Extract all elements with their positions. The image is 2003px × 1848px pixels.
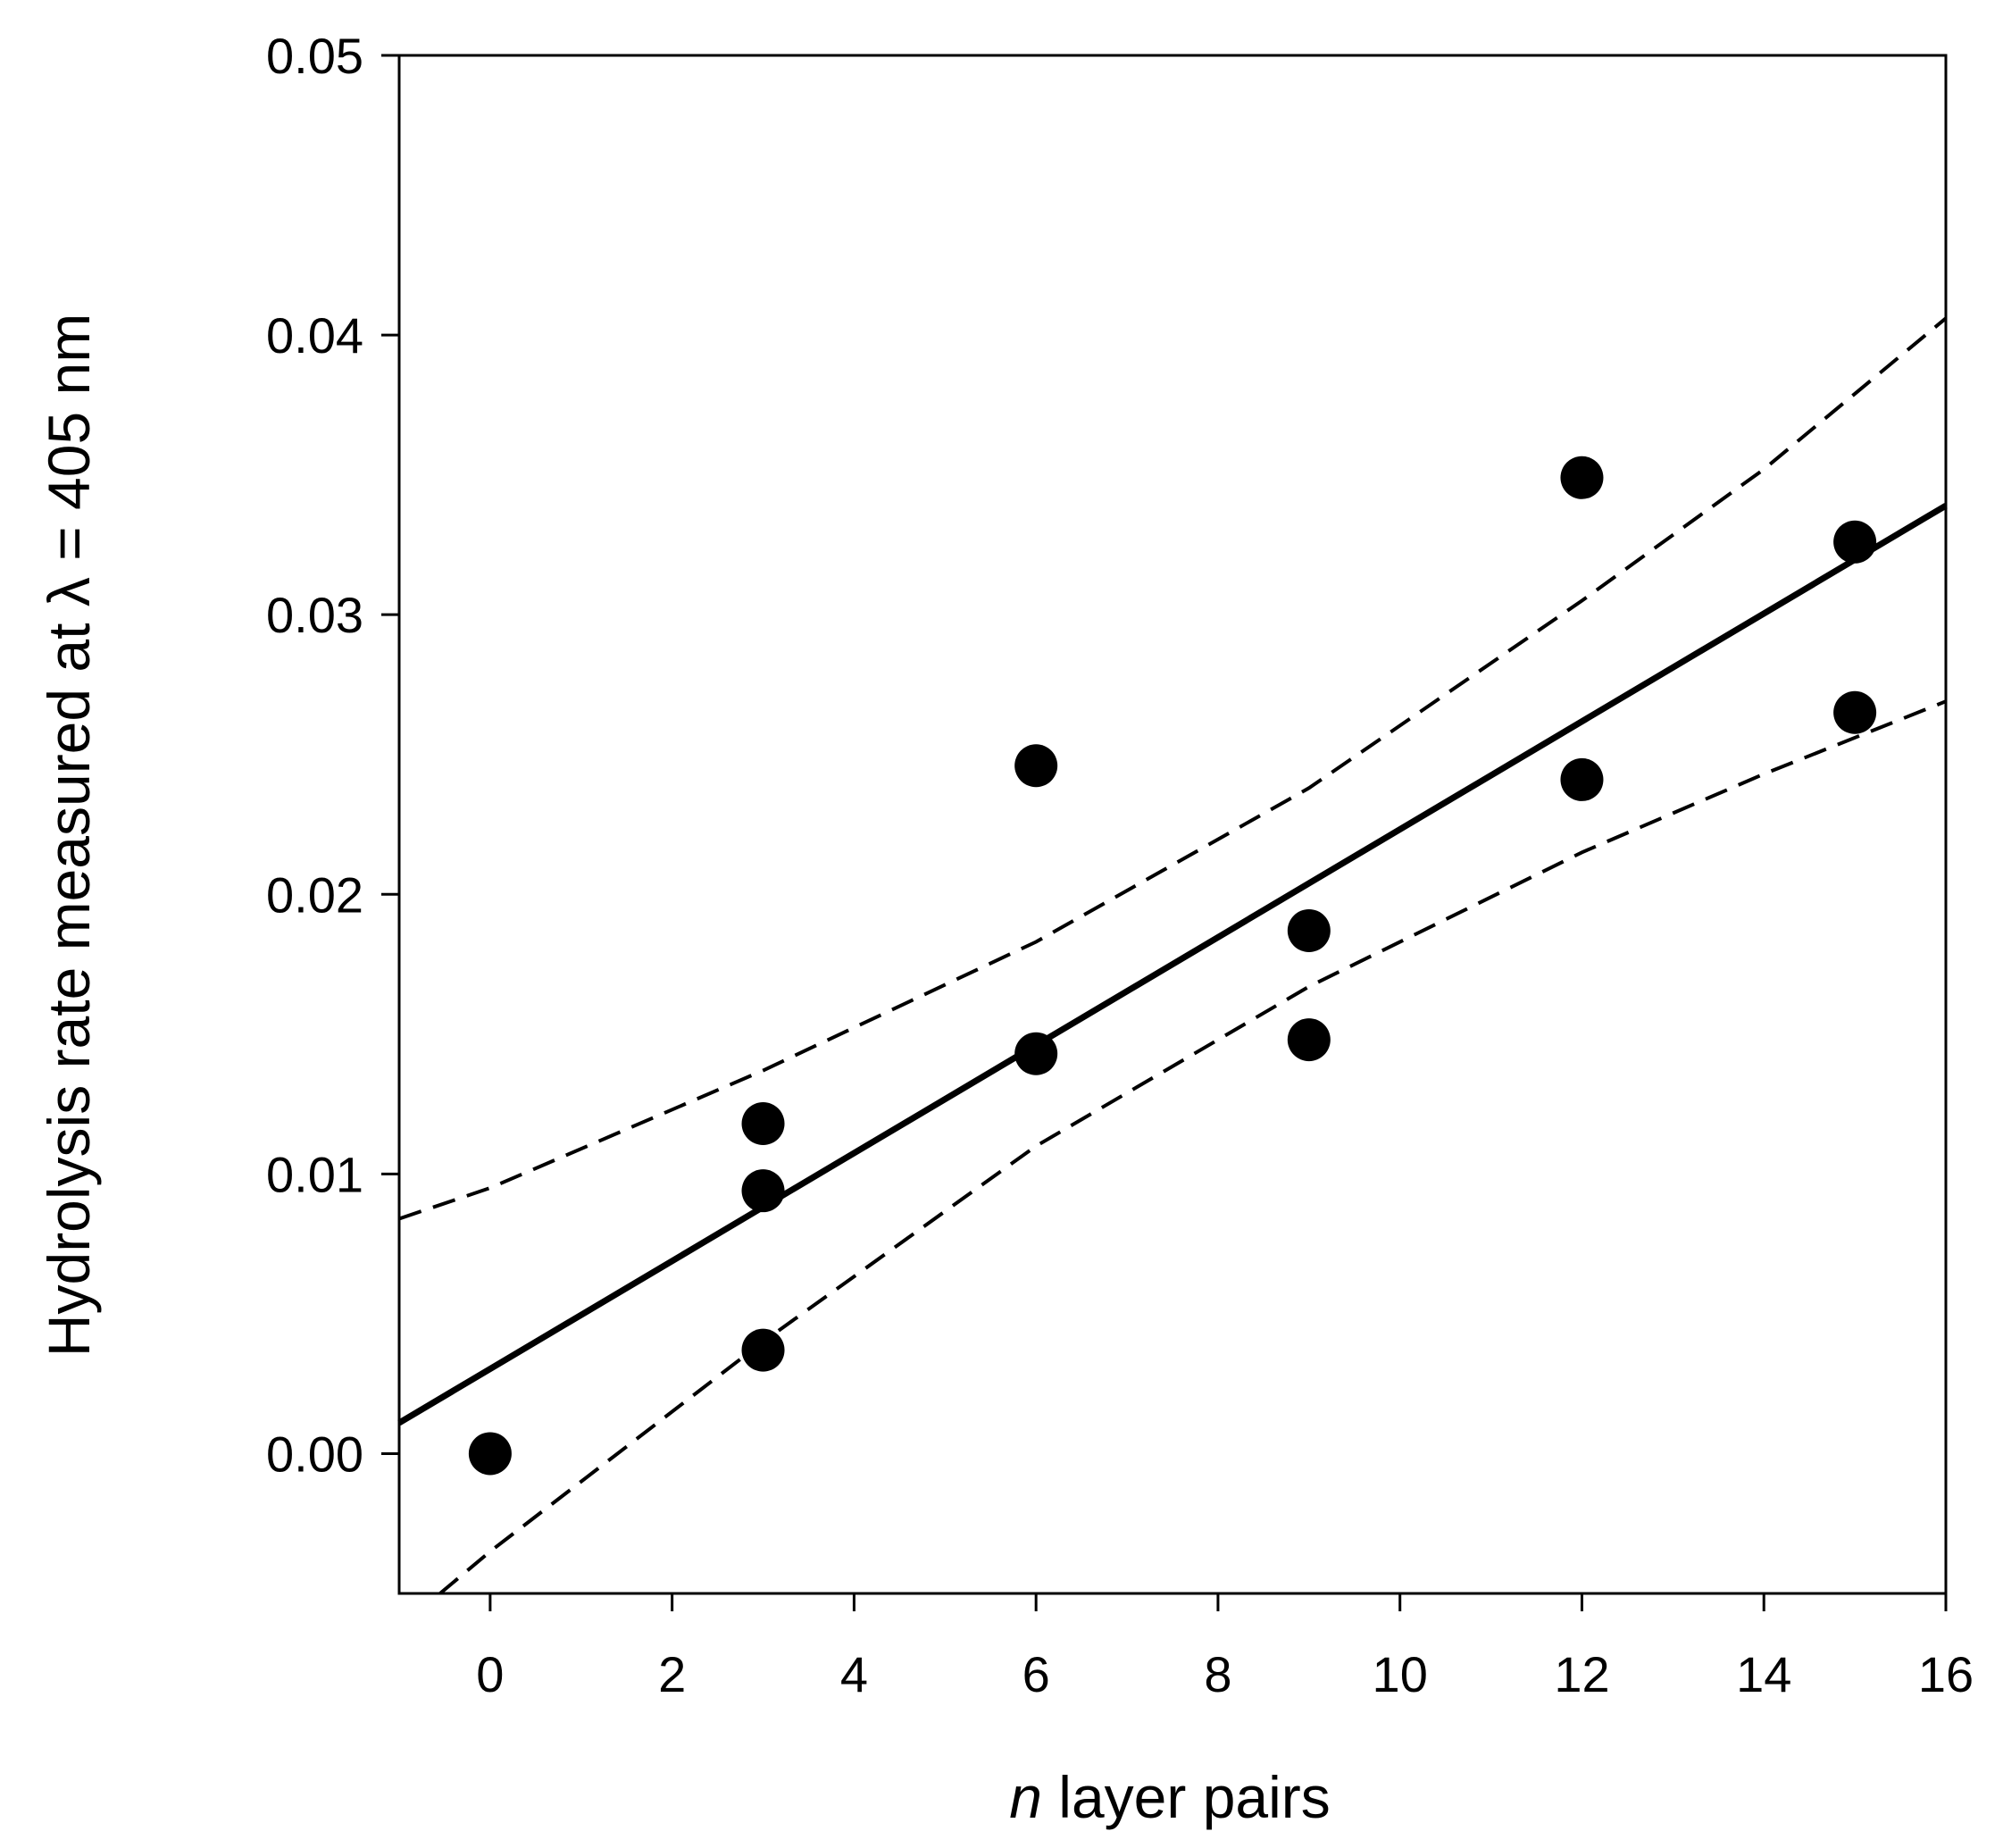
- regression-line: [397, 503, 1948, 1426]
- data-point: [741, 1328, 785, 1372]
- x-tick-label: 2: [658, 1646, 686, 1702]
- data-point: [1560, 456, 1604, 499]
- data-point: [1014, 1032, 1058, 1075]
- data-point: [1833, 690, 1877, 734]
- x-tick-label: 6: [1022, 1646, 1050, 1702]
- y-tick-label: 0.03: [266, 587, 363, 643]
- y-tick-label: 0.05: [266, 28, 363, 84]
- data-point: [1014, 744, 1058, 788]
- data-point: [741, 1102, 785, 1146]
- x-tick-label: 14: [1736, 1646, 1791, 1702]
- upper-confidence-line: [398, 316, 1948, 1221]
- y-tick-label: 0.00: [266, 1426, 363, 1482]
- regression-line-group: [397, 503, 1948, 1426]
- x-tick-label: 8: [1204, 1646, 1231, 1702]
- confidence-bands: [398, 316, 1948, 1595]
- x-tick-label: 4: [840, 1646, 868, 1702]
- x-tick-label: 0: [476, 1646, 504, 1702]
- data-point: [1833, 520, 1877, 564]
- data-point: [468, 1432, 512, 1476]
- data-point: [1287, 1018, 1331, 1062]
- data-point: [1287, 908, 1331, 952]
- y-tick-label: 0.04: [266, 307, 363, 364]
- y-tick-label: 0.01: [266, 1146, 363, 1202]
- x-tick-label: 12: [1554, 1646, 1609, 1702]
- plot-border: [397, 54, 1948, 1595]
- x-axis-ticks: 0 2 4 6 8 10 12 14 16: [476, 1593, 1974, 1702]
- x-axis-title: n layer pairs: [1009, 1764, 1331, 1830]
- y-axis-title: Hydrolysis rate measured at λ = 405 nm: [36, 314, 102, 1357]
- x-tick-label: 16: [1918, 1646, 1974, 1702]
- data-point: [1560, 757, 1604, 801]
- y-tick-label: 0.02: [266, 866, 363, 923]
- x-tick-label: 10: [1373, 1646, 1428, 1702]
- plot-frame: [397, 54, 1948, 1595]
- data-points: [468, 456, 1877, 1476]
- y-axis-ticks: 0.00 0.01 0.02 0.03 0.04 0.05: [266, 28, 399, 1482]
- lower-confidence-line: [438, 699, 1947, 1595]
- data-point: [741, 1169, 785, 1213]
